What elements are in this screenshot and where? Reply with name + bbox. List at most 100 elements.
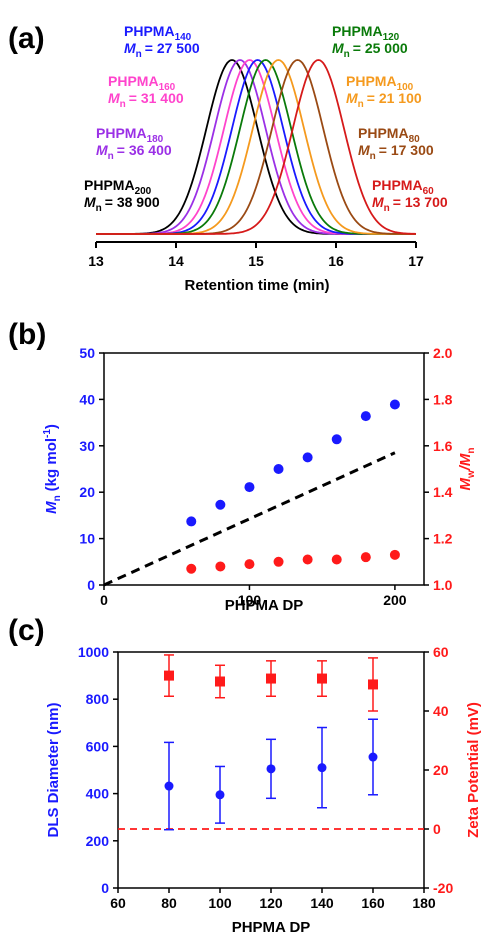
diameter-point bbox=[368, 752, 378, 762]
series-mn-160: Mn = 31 400 bbox=[108, 90, 184, 110]
series-name-180: PHPMA180 bbox=[96, 125, 164, 145]
mn-point bbox=[302, 452, 313, 463]
zeta-point bbox=[368, 679, 378, 690]
y-tick-label-c-right: 60 bbox=[433, 644, 449, 660]
marks-c bbox=[118, 654, 424, 831]
y-tick-label-c-left: 600 bbox=[86, 738, 110, 754]
chart-mn-vs-dp: 0 100 200 0 10 20 30 40 50 1.0 1.2 1.4 1.6 1.8 2.0 PHP… bbox=[42, 345, 477, 614]
y-tick-label-b-right: 1.0 bbox=[433, 577, 453, 593]
zeta-point bbox=[317, 673, 327, 684]
dispersity-point bbox=[302, 554, 313, 565]
y-tick-label-b-left: 30 bbox=[79, 438, 95, 454]
ylabel-b-left-sub: n bbox=[52, 495, 63, 501]
mn-point bbox=[273, 464, 284, 474]
y-tick-label-b-right: 1.2 bbox=[433, 531, 453, 547]
dispersity-point bbox=[389, 549, 400, 560]
ylabel-b-right-b-sub: n bbox=[466, 447, 477, 453]
y-tick-label-c-left: 1000 bbox=[78, 644, 109, 660]
dispersity-point bbox=[215, 561, 226, 572]
y-axis-label-c-left: DLS Diameter (nm) bbox=[45, 702, 62, 837]
series-mn-140: Mn = 27 500 bbox=[124, 40, 200, 60]
x-tick-label-c: 80 bbox=[161, 895, 177, 911]
mn-point bbox=[186, 516, 197, 527]
x-tick-label-c: 120 bbox=[259, 895, 283, 911]
series-name-100: PHPMA100 bbox=[346, 73, 414, 93]
series-mn-60: Mn = 13 700 bbox=[372, 194, 448, 214]
zeta-point bbox=[215, 676, 225, 687]
x-tick-label-a: 13 bbox=[88, 253, 104, 269]
dispersity-point bbox=[273, 556, 284, 567]
series-name-160: PHPMA160 bbox=[108, 73, 176, 93]
series-name-120: PHPMA120 bbox=[332, 23, 400, 43]
mn-point bbox=[244, 482, 255, 493]
y-tick-label-c-right: 20 bbox=[433, 762, 449, 778]
series-mn-80: Mn = 17 300 bbox=[358, 142, 434, 162]
y-axis-label-c-right: Zeta Potential (mV) bbox=[465, 702, 482, 838]
y-tick-label-b-right: 1.6 bbox=[433, 438, 453, 454]
x-tick-label-a: 17 bbox=[408, 253, 424, 269]
x-ticks-a: 13 14 15 16 17 bbox=[88, 242, 424, 269]
y-tick-label-b-left: 40 bbox=[79, 391, 95, 407]
series-name-60: PHPMA60 bbox=[372, 177, 434, 197]
x-axis-label-c: PHPMA DP bbox=[232, 919, 311, 936]
x-tick-label-b: 0 bbox=[100, 592, 108, 608]
ylabel-b-right-b: /M bbox=[457, 453, 474, 471]
x-tick-label-a: 14 bbox=[168, 253, 184, 269]
series-mn-200: Mn = 38 900 bbox=[84, 194, 160, 214]
gpc-curves bbox=[96, 59, 417, 235]
ylabel-b-left-unit: (kg mol bbox=[43, 438, 60, 491]
x-axis-label-b: PHPMA DP bbox=[225, 597, 304, 614]
diameter-point bbox=[317, 763, 327, 773]
y-tick-label-c-left: 0 bbox=[101, 880, 109, 896]
ticks-b: 0 100 200 0 10 20 30 40 50 1.0 1.2 1.4 1.6 1.8 2.0 bbox=[79, 345, 452, 608]
series-name-140: PHPMA140 bbox=[124, 23, 192, 43]
chart-gpc-traces: 13 14 15 16 17 Retention time (min) PHPMA200… bbox=[84, 23, 448, 294]
panel-label-b: (b) bbox=[8, 318, 46, 351]
mn-point bbox=[215, 499, 226, 510]
series-mn-180: Mn = 36 400 bbox=[96, 142, 172, 162]
ylabel-b-right-a: M bbox=[457, 478, 474, 491]
series-mn-100: Mn = 21 100 bbox=[346, 90, 422, 110]
y-tick-label-b-right: 2.0 bbox=[433, 345, 453, 361]
x-tick-label-c: 180 bbox=[412, 895, 436, 911]
x-axis-label-a: Retention time (min) bbox=[185, 277, 330, 294]
diameter-point bbox=[266, 764, 276, 774]
y-tick-label-c-left: 200 bbox=[86, 833, 110, 849]
ylabel-b-left-sup: -1 bbox=[42, 429, 53, 438]
series-name-80: PHPMA80 bbox=[358, 125, 420, 145]
x-tick-label-a: 16 bbox=[328, 253, 344, 269]
theory-line bbox=[103, 451, 396, 587]
x-tick-label-b: 200 bbox=[383, 592, 407, 608]
y-tick-label-b-right: 1.4 bbox=[433, 484, 453, 500]
y-tick-label-c-left: 800 bbox=[86, 691, 110, 707]
mn-point bbox=[389, 399, 400, 410]
y-tick-label-b-left: 0 bbox=[87, 577, 95, 593]
y-tick-label-c-left: 400 bbox=[86, 786, 110, 802]
dispersity-point bbox=[244, 559, 255, 570]
y-axis-label-b-right: Mw/Mn bbox=[457, 447, 477, 490]
y-tick-label-b-left: 20 bbox=[79, 484, 95, 500]
marks-b bbox=[103, 399, 400, 587]
y-tick-label-b-left: 50 bbox=[79, 345, 95, 361]
y-axis-label-b-left: Mn(kg mol-1) bbox=[42, 424, 63, 514]
x-tick-label-b: 100 bbox=[238, 592, 262, 608]
y-tick-label-c-right: 0 bbox=[433, 821, 441, 837]
dispersity-point bbox=[331, 554, 342, 565]
mn-point bbox=[360, 411, 371, 422]
diameter-point bbox=[215, 790, 225, 800]
dispersity-point bbox=[186, 563, 197, 574]
x-tick-label-c: 140 bbox=[310, 895, 334, 911]
y-tick-label-c-right: 40 bbox=[433, 703, 449, 719]
mn-point bbox=[331, 434, 342, 445]
y-tick-label-b-right: 1.8 bbox=[433, 391, 453, 407]
plot-frame-b bbox=[103, 352, 425, 586]
diameter-point bbox=[164, 781, 174, 791]
chart-dls-zeta: 60 80 100 120 140 160 180 0 200 400 600 800 1000 -20 0… bbox=[45, 644, 482, 936]
x-tick-label-a: 15 bbox=[248, 253, 264, 269]
x-tick-label-c: 100 bbox=[208, 895, 232, 911]
ylabel-b-left-main: M bbox=[43, 501, 60, 514]
series-mn-120: Mn = 25 000 bbox=[332, 40, 408, 60]
y-tick-label-b-left: 10 bbox=[79, 531, 95, 547]
